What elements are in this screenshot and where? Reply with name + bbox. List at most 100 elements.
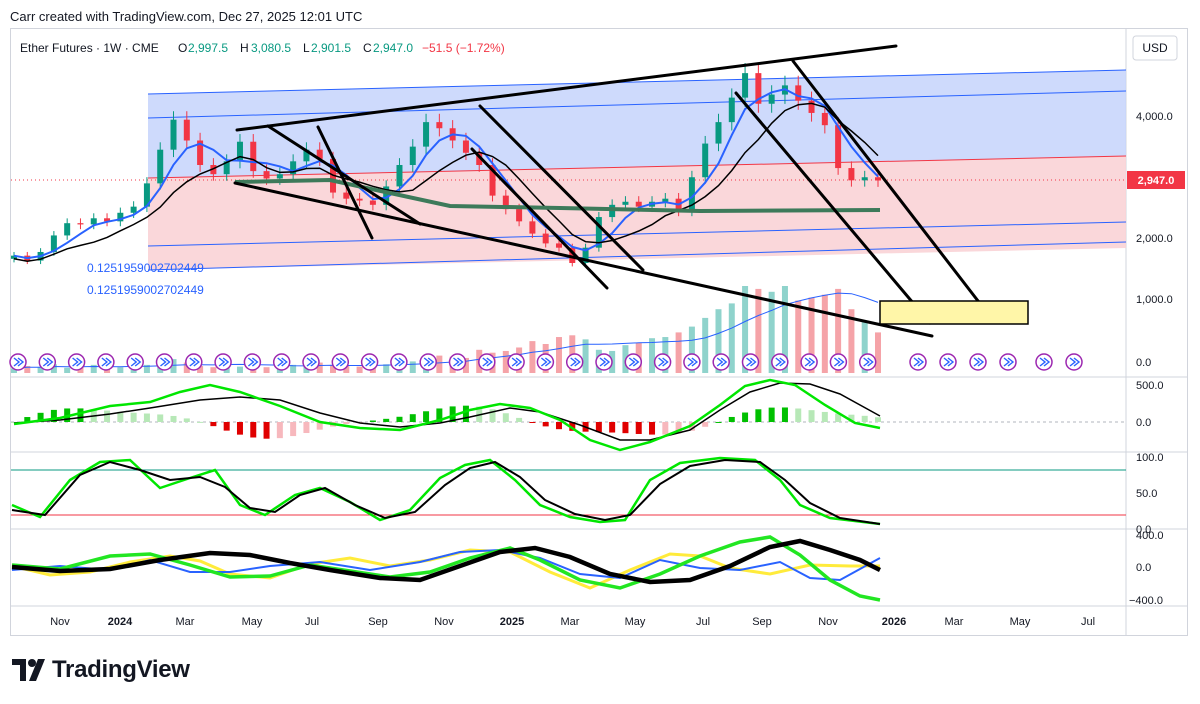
macd-hist-bar bbox=[675, 422, 682, 434]
candle-body bbox=[516, 209, 523, 222]
candle-body bbox=[875, 177, 881, 181]
candle-body bbox=[170, 119, 177, 150]
trendline-seg-4 bbox=[470, 147, 609, 290]
tradingview-logo[interactable]: TradingView bbox=[12, 656, 190, 684]
currency-button[interactable] bbox=[1132, 35, 1178, 61]
upper-channel-inner-line[interactable] bbox=[147, 90, 1127, 119]
time-axis[interactable]: Nov 2024 Mar May Jul Sep Nov 2025 Mar May Jul Sep No… bbox=[50, 616, 1095, 628]
stoch-tick: 100.0 bbox=[1136, 452, 1164, 464]
lower-channel-line[interactable] bbox=[147, 241, 1127, 271]
macd-hist-bar bbox=[702, 422, 709, 427]
candle-body bbox=[582, 247, 589, 263]
lower-channel-inner-line[interactable] bbox=[147, 221, 1127, 247]
macd-hist-bar bbox=[728, 416, 735, 422]
ma-green-line[interactable] bbox=[234, 177, 881, 214]
osc-blue-line[interactable] bbox=[11, 548, 881, 582]
candle-body bbox=[197, 140, 204, 165]
macd-hist-bar bbox=[861, 415, 868, 422]
event-markers[interactable] bbox=[9, 353, 1083, 371]
candle-body bbox=[409, 146, 416, 165]
event-marker bbox=[969, 353, 987, 371]
candle-body bbox=[130, 206, 137, 213]
osc-axis[interactable]: 400.0 0.0 −400.0 bbox=[1129, 530, 1164, 607]
event-marker bbox=[741, 353, 760, 371]
ma-blue-line[interactable] bbox=[13, 88, 879, 260]
candle-body bbox=[808, 100, 815, 113]
projection-target-box[interactable] bbox=[879, 300, 1029, 325]
macd-hist-bar bbox=[343, 422, 350, 425]
time-tick: Mar bbox=[176, 616, 195, 628]
price-tick: 1,000.0 bbox=[1136, 294, 1173, 306]
volume-bar bbox=[742, 286, 749, 373]
volume-bar bbox=[183, 362, 190, 373]
macd-hist-bar bbox=[24, 417, 31, 422]
stoch-d-line[interactable] bbox=[11, 458, 881, 525]
volume-bar bbox=[649, 338, 656, 373]
event-marker bbox=[800, 353, 818, 371]
event-marker bbox=[302, 353, 320, 371]
macd-hist-bar bbox=[37, 412, 44, 422]
volume-bar bbox=[170, 359, 177, 373]
macd-hist-bar bbox=[622, 422, 629, 434]
volume-bar bbox=[383, 364, 390, 373]
stoch-axis[interactable]: 100.0 50.0 0.0 bbox=[1136, 452, 1164, 536]
price-axis[interactable]: 4,000.0 2,000.0 1,000.0 0.0 bbox=[1136, 111, 1173, 369]
macd-hist-bar bbox=[263, 422, 270, 439]
stoch-k-line[interactable] bbox=[11, 456, 881, 526]
volume-bar bbox=[290, 364, 297, 373]
macd-hist-bar bbox=[197, 421, 204, 423]
time-tick: 2026 bbox=[882, 616, 906, 628]
macd-hist-bar bbox=[436, 408, 443, 422]
candle-body bbox=[462, 140, 469, 153]
time-tick: 2025 bbox=[500, 616, 524, 628]
candle-body bbox=[742, 73, 749, 98]
chart-header: Carr created with TradingView.com, Dec 2… bbox=[10, 9, 363, 24]
osc-tick: −400.0 bbox=[1129, 595, 1163, 607]
symbol-title[interactable]: Ether Futures · 1W · CME bbox=[20, 41, 159, 55]
volume-bar bbox=[821, 294, 828, 373]
time-tick: Nov bbox=[434, 616, 454, 628]
candle-body bbox=[821, 112, 828, 126]
ma-black-line[interactable] bbox=[13, 102, 879, 262]
candle-body bbox=[502, 195, 509, 210]
macd-hist-bar bbox=[516, 417, 523, 422]
price-tick: 2,000.0 bbox=[1136, 233, 1173, 245]
event-marker bbox=[939, 353, 957, 371]
currency-label[interactable]: USD bbox=[1142, 41, 1168, 55]
candle-body bbox=[728, 97, 735, 123]
candle-body bbox=[635, 201, 642, 207]
volume-bar bbox=[715, 309, 722, 373]
stoch-tick: 50.0 bbox=[1136, 488, 1157, 500]
macd-signal-line[interactable] bbox=[13, 382, 881, 441]
fib-label-2[interactable]: 0.1251959002702449 bbox=[87, 283, 204, 297]
macd-axis[interactable]: 500.0 0.0 bbox=[1136, 380, 1164, 429]
event-marker bbox=[1065, 353, 1083, 371]
osc-black-line[interactable] bbox=[11, 538, 882, 585]
fib-label-1[interactable]: 0.1251959002702449 bbox=[87, 261, 204, 275]
macd-hist-bar bbox=[781, 407, 788, 422]
candle-body bbox=[529, 221, 536, 234]
event-marker bbox=[653, 353, 672, 371]
candle-body bbox=[662, 198, 669, 202]
time-tick: Nov bbox=[818, 616, 838, 628]
volume-bar bbox=[529, 341, 536, 373]
macd-hist-bar bbox=[236, 422, 243, 435]
osc-green-line[interactable] bbox=[11, 535, 881, 602]
event-marker bbox=[67, 353, 86, 371]
macd-hist-bar bbox=[157, 414, 164, 422]
candle-body bbox=[303, 149, 310, 162]
time-tick: Jul bbox=[305, 616, 319, 628]
candle-body bbox=[250, 141, 257, 172]
candle-body bbox=[356, 198, 363, 201]
middle-channel-line[interactable] bbox=[147, 155, 1127, 179]
trendlines[interactable] bbox=[233, 44, 987, 338]
trendline-top bbox=[235, 44, 898, 132]
macd-hist-bar bbox=[396, 416, 403, 422]
upper-channel-line[interactable] bbox=[147, 69, 1127, 95]
candle-body bbox=[263, 171, 270, 179]
macd-hist-bar bbox=[768, 407, 775, 422]
macd-line[interactable] bbox=[13, 378, 881, 452]
macd-hist-bar bbox=[875, 417, 881, 422]
candle-body bbox=[715, 122, 722, 144]
